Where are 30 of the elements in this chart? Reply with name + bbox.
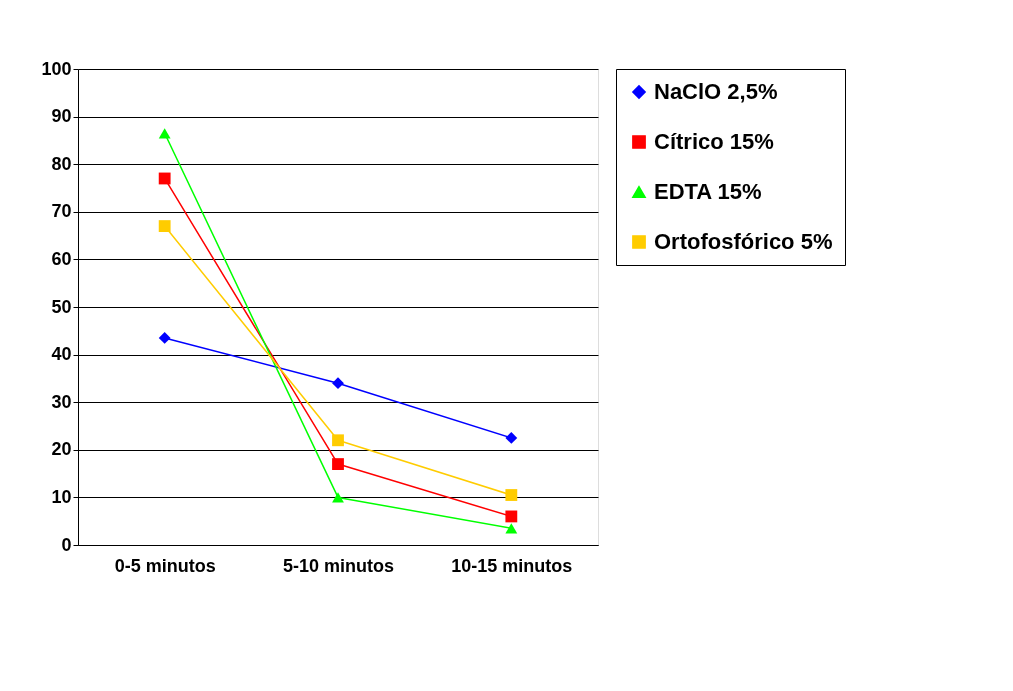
x-tick-label: 0-5 minutos bbox=[114, 555, 216, 576]
y-tick-label: 80 bbox=[51, 153, 72, 174]
x-tick-label: 5-10 minutos bbox=[282, 555, 395, 576]
y-tick-label: 60 bbox=[51, 248, 72, 269]
y-tick-label: 30 bbox=[51, 391, 72, 412]
y-tick-label: 0 bbox=[61, 534, 72, 555]
point bbox=[505, 510, 518, 523]
legend-label: NaClO 2,5% bbox=[654, 79, 778, 104]
y-tick-label: 40 bbox=[51, 344, 72, 365]
point bbox=[332, 434, 344, 447]
legend-label: Ortofosfórico 5% bbox=[654, 229, 833, 254]
y-tick-label: 100 bbox=[41, 58, 72, 79]
point bbox=[505, 431, 518, 444]
legend-label: EDTA 15% bbox=[654, 179, 762, 204]
point bbox=[505, 489, 518, 501]
point bbox=[332, 458, 344, 470]
point bbox=[158, 220, 171, 232]
y-tick-label: 10 bbox=[51, 486, 72, 507]
y-tick-label: 90 bbox=[51, 106, 72, 127]
point bbox=[505, 523, 518, 534]
y-tick-label: 70 bbox=[51, 201, 72, 222]
y-tick-label: 20 bbox=[51, 439, 72, 460]
point bbox=[158, 332, 171, 344]
x-tick-label: 10-15 minutos bbox=[451, 555, 573, 576]
point bbox=[158, 172, 171, 185]
legend-label: Cítrico 15% bbox=[654, 129, 774, 154]
point bbox=[332, 492, 344, 503]
point bbox=[158, 128, 171, 139]
point bbox=[332, 377, 344, 390]
y-tick-label: 50 bbox=[51, 296, 72, 317]
